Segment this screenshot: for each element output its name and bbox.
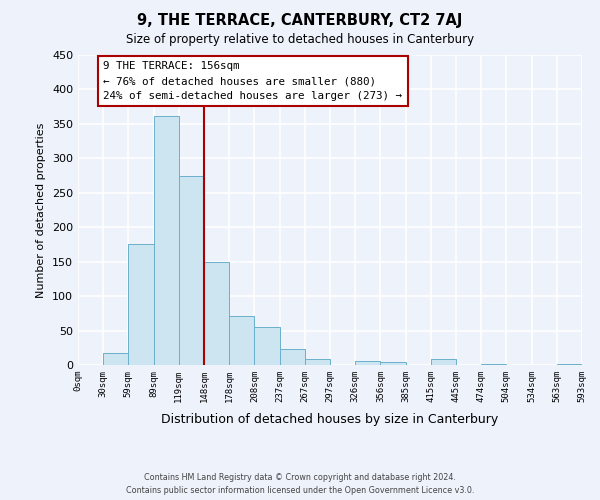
Text: 9 THE TERRACE: 156sqm
← 76% of detached houses are smaller (880)
24% of semi-det: 9 THE TERRACE: 156sqm ← 76% of detached … <box>103 61 402 101</box>
Bar <box>431 360 456 365</box>
Bar <box>128 244 154 365</box>
Y-axis label: Number of detached properties: Number of detached properties <box>37 122 46 298</box>
Bar <box>103 352 128 365</box>
Text: Contains HM Land Registry data © Crown copyright and database right 2024.
Contai: Contains HM Land Registry data © Crown c… <box>126 473 474 495</box>
Bar <box>280 349 305 365</box>
Text: 9, THE TERRACE, CANTERBURY, CT2 7AJ: 9, THE TERRACE, CANTERBURY, CT2 7AJ <box>137 12 463 28</box>
X-axis label: Distribution of detached houses by size in Canterbury: Distribution of detached houses by size … <box>161 413 499 426</box>
Bar <box>557 364 582 365</box>
Bar <box>305 359 330 365</box>
Bar <box>380 362 406 365</box>
Bar <box>229 316 254 365</box>
Bar <box>154 116 179 365</box>
Bar <box>481 364 506 365</box>
Bar <box>179 176 204 365</box>
Bar <box>355 361 380 365</box>
Bar <box>254 327 280 365</box>
Bar <box>204 262 229 365</box>
Text: Size of property relative to detached houses in Canterbury: Size of property relative to detached ho… <box>126 32 474 46</box>
